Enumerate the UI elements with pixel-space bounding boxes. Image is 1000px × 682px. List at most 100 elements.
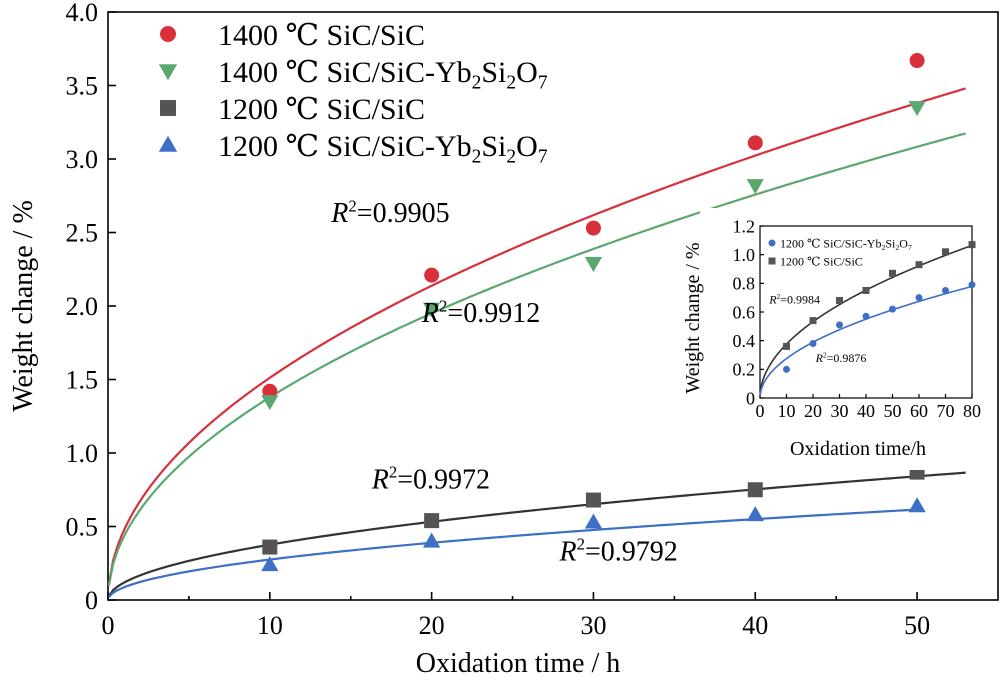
inset-annotations: R2=0.9984 R2=0.9876 [768, 292, 866, 365]
main-legend-label: 1200 ℃ SiC/SiC-Yb2Si2O7 [218, 130, 548, 168]
inset-x-tick-label: 30 [831, 401, 849, 421]
main-annotations: R2=0.9905 R2=0.9912 R2=0.9972 R2=0.9792 [330, 197, 677, 568]
inset-data-point [862, 287, 870, 294]
inset-y-axis-label: Weight change / % [682, 242, 704, 393]
inset-x-tick-label: 60 [910, 401, 928, 421]
inset-legend-label: 1200 ℃ SiC/SiC-Yb2Si2O7 [780, 236, 912, 252]
main-y-tick-label: 2.0 [66, 292, 99, 321]
main-data-point [747, 135, 763, 151]
inset-background [700, 208, 990, 470]
inset-r2-annotation: R2=0.9876 [815, 351, 867, 365]
inset-legend-marker [768, 239, 776, 247]
inset-y-tick-label: 0.6 [733, 302, 756, 322]
main-x-tick-label: 20 [419, 611, 445, 640]
main-grid-and-axes: 0 10 20 30 40 50 0 0.5 1.0 1.5 2.0 2.5 3.0 3.5 4.0 [66, 0, 999, 640]
inset-y-tick-label: 0.4 [733, 331, 756, 351]
main-data-point [746, 506, 764, 522]
inset-grid-and-axes: 0 10 20 30 40 50 60 70 80 0 0.2 0.4 0.6 0.8 1.0 1.2 [733, 216, 982, 421]
main-data-point [423, 302, 441, 318]
main-r2-annotation: R2=0.9905 [330, 197, 449, 230]
main-legend-label: 1400 ℃ SiC/SiC-Yb2Si2O7 [218, 56, 548, 94]
main-data-point [262, 539, 278, 555]
main-y-tick-label: 0 [85, 586, 98, 615]
inset-x-tick-label: 50 [884, 401, 902, 421]
main-y-tick-label: 2.5 [66, 219, 99, 248]
main-x-tick-label: 10 [257, 611, 283, 640]
inset-data-point [836, 297, 843, 305]
inset-x-tick-label: 70 [937, 401, 955, 421]
main-data-point [424, 267, 440, 283]
main-legend-marker [158, 135, 178, 152]
inset-x-tick-label: 20 [804, 401, 822, 421]
inset-data-point [968, 281, 976, 289]
inset-data-point [942, 287, 949, 294]
main-markers [261, 53, 926, 572]
main-y-tick-label: 4.0 [66, 0, 99, 27]
inset-y-tick-label: 0 [746, 388, 755, 408]
inset-legend: 1200 ℃ SiC/SiC-Yb2Si2O7 1200 ℃ SiC/SiC [768, 236, 912, 268]
main-x-tick-label: 50 [904, 611, 930, 640]
inset-y-tick-label: 1.0 [733, 245, 756, 265]
main-data-point [261, 395, 279, 411]
inset-legend-label: 1200 ℃ SiC/SiC [780, 254, 863, 268]
inset-data-point [862, 312, 870, 320]
inset-r2-annotation: R2=0.9984 [768, 292, 820, 306]
inset-data-point [836, 321, 843, 329]
inset-data-point [889, 269, 896, 277]
inset-x-axis-label: Oxidation time/h [790, 438, 926, 460]
inset-plot: 0 10 20 30 40 50 60 70 80 0 0.2 0.4 0.6 0.8 1.0 1.2 120… [682, 208, 990, 470]
main-data-point [585, 492, 601, 508]
main-data-point [261, 556, 279, 572]
inset-markers [783, 241, 976, 373]
main-data-point [585, 220, 601, 236]
main-data-point [584, 256, 603, 272]
main-data-point [423, 532, 441, 548]
inset-data-point [889, 305, 896, 313]
main-data-point [424, 513, 440, 529]
main-r2-annotation: R2=0.9912 [421, 297, 540, 330]
inset-data-point [915, 294, 923, 302]
inset-data-point [809, 317, 817, 325]
main-x-tick-label: 0 [102, 611, 115, 640]
main-y-tick-label: 0.5 [66, 513, 99, 542]
main-legend-marker [160, 100, 176, 116]
inset-x-tick-label: 40 [857, 401, 875, 421]
main-fit-curve [107, 471, 966, 597]
main-legend-label: 1400 ℃ SiC/SiC [218, 19, 425, 52]
inset-data-point [942, 248, 949, 256]
inset-x-tick-label: 80 [963, 401, 981, 421]
main-x-tick-label: 40 [742, 611, 768, 640]
inset-data-point [915, 261, 923, 269]
main-data-point [262, 383, 278, 399]
inset-y-tick-label: 0.2 [733, 360, 756, 380]
main-fit-curve [107, 87, 966, 585]
inset-data-point [968, 241, 976, 249]
main-data-point [908, 101, 926, 117]
main-data-point [746, 179, 764, 195]
inset-x-tick-label: 0 [756, 401, 765, 421]
inset-x-tick-label: 10 [778, 401, 796, 421]
main-legend: 1400 ℃ SiC/SiC 1400 ℃ SiC/SiC-Yb2Si2O7 120… [158, 19, 548, 168]
main-r2-annotation: R2=0.9972 [371, 463, 490, 496]
main-data-point [908, 497, 926, 513]
main-r2-annotation: R2=0.9792 [558, 535, 677, 568]
main-legend-marker [160, 26, 176, 42]
main-legend-marker [158, 64, 178, 81]
main-y-tick-label: 3.5 [66, 72, 99, 101]
main-data-point [747, 482, 763, 498]
main-x-axis-label: Oxidation time / h [416, 648, 621, 679]
inset-y-tick-label: 1.2 [733, 216, 756, 236]
inset-data-point [783, 342, 790, 350]
main-y-tick-label: 1.5 [66, 366, 99, 395]
inset-data-point [809, 340, 817, 348]
main-fit-curve [107, 132, 966, 586]
main-data-point [584, 513, 603, 529]
main-y-tick-label: 3.0 [66, 145, 99, 174]
main-fit-curves [107, 87, 966, 598]
main-plot: 0 10 20 30 40 50 0 0.5 1.0 1.5 2.0 2.5 3.0 3.5 4.0 140… [8, 0, 999, 679]
main-y-tick-label: 1.0 [66, 439, 99, 468]
main-fit-curve [108, 508, 918, 598]
main-y-axis-label: Weight change / % [8, 200, 39, 412]
main-x-tick-label: 30 [580, 611, 606, 640]
